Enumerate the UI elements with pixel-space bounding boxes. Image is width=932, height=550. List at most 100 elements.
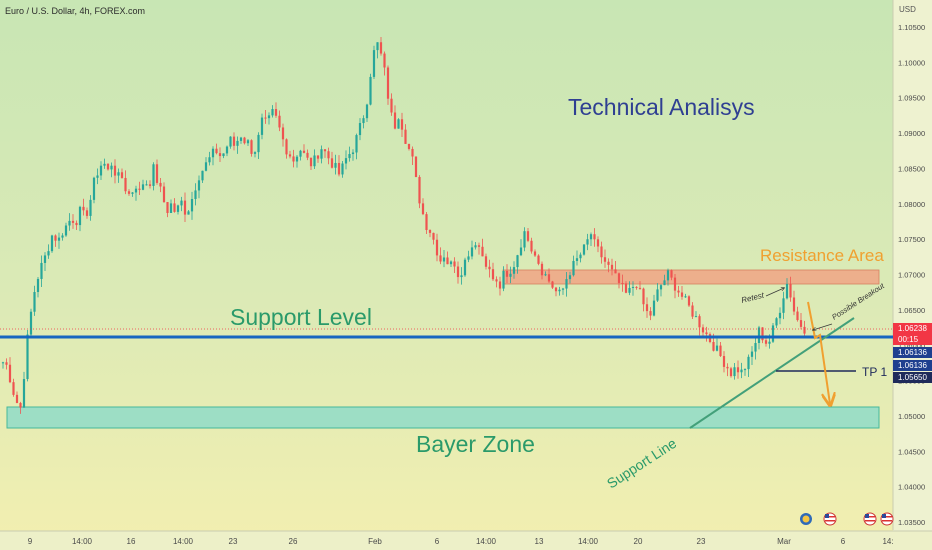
candle-body: [106, 163, 110, 170]
candle-body: [138, 188, 141, 190]
candle-body: [274, 109, 278, 116]
candle-body: [348, 154, 351, 159]
x-tick-label: 14:: [882, 537, 893, 546]
candle-body: [736, 367, 740, 373]
candle-body: [344, 158, 348, 164]
candle-body: [12, 382, 15, 395]
candle-body: [257, 134, 260, 153]
candle-body: [526, 231, 530, 241]
candle-body: [383, 53, 386, 68]
candle-body: [698, 316, 701, 328]
candle-body: [320, 149, 323, 159]
candle-body: [764, 340, 768, 344]
candle-body: [645, 304, 649, 312]
tp-label: TP 1: [862, 365, 887, 379]
x-axis-ticks: 9 14:00 16 14:00 23 26 Feb 6 14:00 13 14:00 20 23 Mar…: [28, 537, 894, 546]
candle-body: [379, 42, 383, 54]
candle-body: [649, 311, 652, 316]
candle-body: [33, 291, 36, 312]
candle-body: [169, 203, 173, 213]
candle-body: [631, 286, 635, 288]
resistance-area-box: [502, 269, 880, 285]
candle-body: [295, 156, 299, 162]
candle-body: [775, 318, 778, 326]
candle-body: [229, 136, 232, 147]
candle-body: [768, 341, 771, 344]
candle-body: [264, 117, 267, 119]
x-tick-label: 20: [634, 537, 643, 546]
candle-body: [701, 327, 705, 333]
candle-body: [414, 156, 418, 177]
level-b-tag: [893, 360, 932, 371]
x-tick-label: Mar: [777, 537, 791, 546]
candle-body: [456, 266, 460, 278]
tp-price-text: 1.05650: [898, 373, 927, 382]
candle-body: [516, 255, 519, 268]
candle-body: [26, 334, 29, 380]
candle-body: [131, 192, 134, 194]
candle-body: [99, 165, 103, 176]
x-tick-label: 13: [535, 537, 544, 546]
us-flag-icon-2[interactable]: [863, 512, 877, 526]
candle-body: [183, 200, 187, 215]
candle-body: [624, 283, 628, 293]
candle-body: [110, 165, 113, 170]
candle-body: [386, 67, 390, 99]
candle-body: [253, 152, 257, 154]
candle-body: [337, 162, 341, 175]
candle-body: [194, 190, 197, 200]
candle-body: [694, 316, 698, 318]
candle-body: [635, 286, 638, 288]
candle-body: [5, 362, 8, 365]
candle-body: [439, 255, 442, 262]
candle-body: [561, 288, 565, 290]
y-tick-label: 1.09500: [898, 94, 925, 103]
candle-body: [712, 341, 715, 351]
candle-body: [145, 184, 148, 186]
event-icon-1[interactable]: [800, 513, 812, 525]
us-flag-icon-1[interactable]: [823, 512, 837, 526]
candle-body: [705, 332, 708, 335]
us-flag-icon-3[interactable]: [880, 512, 894, 526]
candle-body: [670, 270, 673, 278]
candle-body: [484, 256, 488, 267]
level-a-tag: [893, 347, 932, 358]
candle-body: [607, 261, 610, 265]
candle-body: [715, 345, 719, 351]
current-price-text: 1.06238: [898, 324, 927, 333]
candle-body: [232, 136, 236, 146]
candle-body: [197, 180, 201, 191]
candle-body: [474, 245, 477, 248]
candle-body: [589, 234, 593, 240]
level-b-text: 1.06136: [898, 361, 927, 370]
candle-body: [166, 202, 169, 213]
candle-body: [771, 325, 775, 342]
candle-body: [218, 153, 222, 157]
candle-body: [680, 292, 684, 297]
candle-body: [722, 356, 726, 367]
candle-body: [684, 296, 687, 298]
candle-body: [789, 283, 792, 298]
candle-body: [407, 143, 411, 149]
bayer-zone-label: Bayer Zone: [416, 431, 535, 457]
candle-body: [397, 119, 400, 129]
y-tick-label: 1.06000: [898, 341, 925, 350]
candle-body: [271, 109, 274, 116]
candle-body: [547, 274, 551, 282]
x-tick-label: 14:00: [578, 537, 599, 546]
main-title: Technical Analisys: [568, 94, 755, 120]
candle-body: [792, 297, 796, 312]
candle-body: [747, 356, 750, 370]
candle-body: [369, 76, 372, 105]
candle-body: [477, 245, 481, 247]
candle-body: [211, 148, 215, 158]
candle-body: [57, 237, 61, 241]
candle-body: [313, 155, 316, 167]
bayer-zone-box: [6, 406, 880, 429]
candle-body: [362, 118, 365, 124]
candle-body: [603, 257, 607, 262]
candle-body: [134, 188, 138, 193]
candle-body: [15, 394, 19, 403]
candle-body: [250, 140, 253, 154]
